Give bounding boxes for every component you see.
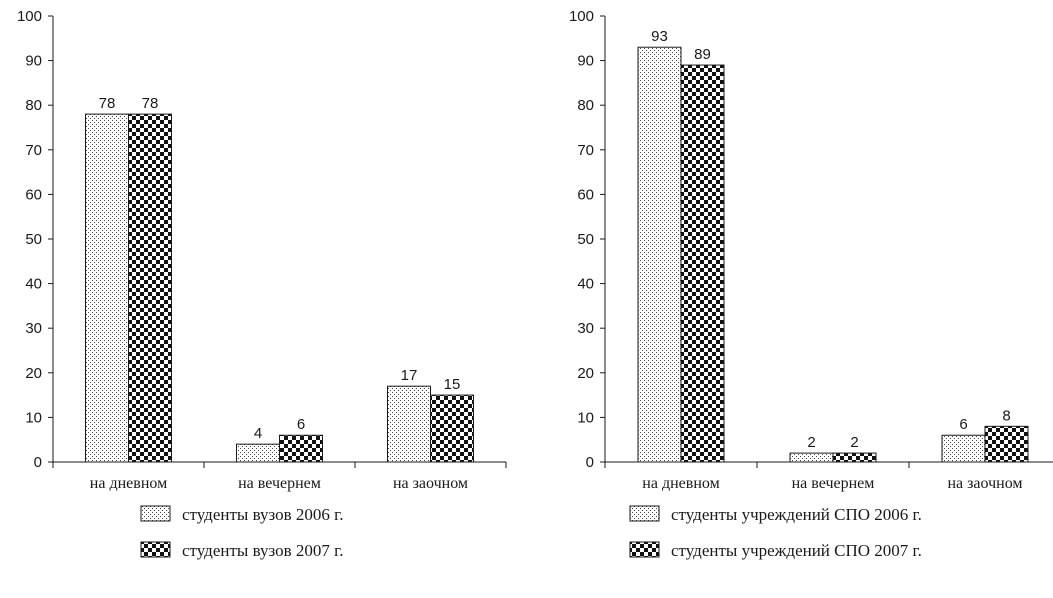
- bar-1-s2-c1: [128, 113, 172, 463]
- data-label-1-s1-c2: 4: [254, 425, 262, 442]
- y-tick-label-1: 70: [25, 142, 42, 159]
- bar-2-s2-c2: [832, 452, 877, 463]
- y-tick-label-1: 0: [34, 454, 42, 471]
- legend-swatch-2-2: [629, 541, 660, 558]
- bar-2-s1-c2: [789, 452, 834, 463]
- y-tick-label-2: 0: [586, 454, 594, 471]
- y-tick-label-1: 50: [25, 231, 42, 248]
- y-tick-label-2: 50: [577, 231, 594, 248]
- data-label-1-s1-c3: 17: [401, 367, 418, 384]
- data-label-1-s2-c1: 78: [142, 95, 159, 112]
- data-label-2-s1-c1: 93: [651, 28, 668, 45]
- legend-swatch-1-1: [140, 505, 171, 522]
- y-tick-label-2: 20: [577, 365, 594, 382]
- bar-2-s1-c3: [941, 434, 986, 463]
- y-tick-label-1: 20: [25, 365, 42, 382]
- bar-2-s2-c1: [680, 64, 725, 463]
- legend-swatch-2-1: [629, 505, 660, 522]
- data-label-1-s2-c3: 15: [444, 376, 461, 393]
- y-tick-label-1: 30: [25, 320, 42, 337]
- legend-swatch-1-2: [140, 541, 171, 558]
- data-label-2-s1-c2: 2: [807, 434, 815, 451]
- bar-1-s1-c1: [85, 113, 129, 463]
- category-label-1-2: на вечернем: [238, 475, 321, 492]
- category-label-1-1: на дневном: [90, 475, 167, 492]
- category-label-2-3: на заочном: [947, 475, 1022, 492]
- y-tick-label-2: 60: [577, 186, 594, 203]
- y-tick-label-2: 100: [569, 8, 594, 25]
- bar-1-s1-c3: [387, 385, 431, 463]
- y-tick-label-1: 10: [25, 409, 42, 426]
- data-label-2-s2-c2: 2: [850, 434, 858, 451]
- y-tick-label-2: 40: [577, 276, 594, 293]
- data-label-2-s1-c3: 6: [959, 416, 967, 433]
- bar-1-s2-c2: [279, 434, 323, 463]
- data-label-1-s1-c1: 78: [99, 95, 116, 112]
- y-tick-label-1: 100: [17, 8, 42, 25]
- bar-2-s1-c1: [637, 46, 682, 463]
- data-label-2-s2-c3: 8: [1002, 407, 1010, 424]
- legend-label-1-2: студенты вузов 2007 г.: [182, 541, 343, 560]
- category-label-1-3: на заочном: [393, 475, 468, 492]
- bar-1-s2-c3: [430, 394, 474, 463]
- y-tick-label-1: 90: [25, 53, 42, 70]
- y-tick-label-2: 80: [577, 97, 594, 114]
- legend-label-1-1: студенты вузов 2006 г.: [182, 505, 343, 524]
- y-tick-label-2: 70: [577, 142, 594, 159]
- y-tick-label-1: 40: [25, 276, 42, 293]
- category-label-2-2: на вечернем: [792, 475, 875, 492]
- data-label-2-s2-c1: 89: [694, 46, 711, 63]
- y-tick-label-2: 30: [577, 320, 594, 337]
- data-label-1-s2-c2: 6: [297, 416, 305, 433]
- y-tick-label-1: 60: [25, 186, 42, 203]
- legend-label-2-2: студенты учреждений СПО 2007 г.: [671, 541, 922, 560]
- y-tick-label-2: 90: [577, 53, 594, 70]
- y-tick-label-2: 10: [577, 409, 594, 426]
- category-label-2-1: на дневном: [642, 475, 719, 492]
- bar-1-s1-c2: [236, 443, 280, 463]
- legend-label-2-1: студенты учреждений СПО 2006 г.: [671, 505, 922, 524]
- y-tick-label-1: 80: [25, 97, 42, 114]
- bar-2-s2-c3: [984, 425, 1029, 463]
